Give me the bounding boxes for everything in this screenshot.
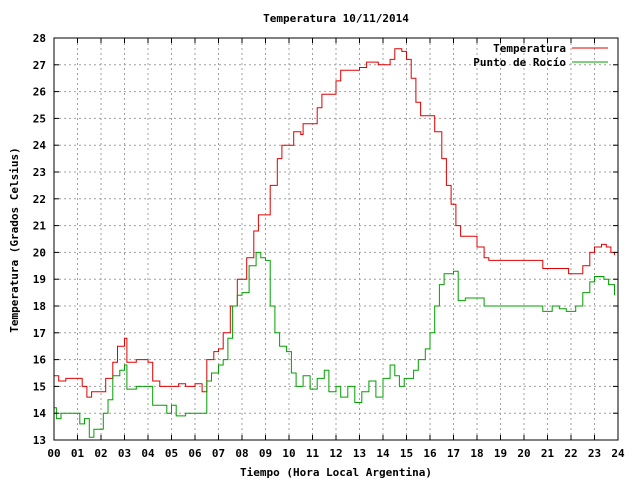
- x-tick-label: 11: [306, 447, 320, 460]
- x-tick-label: 02: [94, 447, 107, 460]
- y-tick-label: 21: [33, 220, 47, 233]
- x-tick-label: 01: [71, 447, 85, 460]
- x-tick-label: 13: [353, 447, 366, 460]
- x-tick-label: 15: [400, 447, 413, 460]
- x-tick-label: 04: [141, 447, 155, 460]
- y-tick-label: 27: [33, 59, 46, 72]
- x-axis-label: Tiempo (Hora Local Argentina): [240, 466, 432, 479]
- y-tick-label: 16: [33, 354, 47, 367]
- y-axis-label: Temperatura (Grados Celsius): [8, 147, 21, 332]
- x-tick-label: 17: [447, 447, 460, 460]
- x-tick-label: 18: [470, 447, 483, 460]
- x-tick-label: 22: [564, 447, 577, 460]
- x-tick-label: 19: [494, 447, 507, 460]
- y-tick-label: 19: [33, 273, 46, 286]
- x-tick-label: 23: [588, 447, 601, 460]
- x-tick-label: 12: [329, 447, 342, 460]
- y-tick-label: 23: [33, 166, 46, 179]
- series-line-punto-de-rocio: [54, 251, 615, 438]
- tick-marks: [53, 37, 619, 441]
- series-line-temperatura: [54, 48, 615, 398]
- x-tick-label: 00: [47, 447, 60, 460]
- legend-label: Punto de Rocío: [473, 56, 566, 69]
- x-tick-label: 08: [235, 447, 248, 460]
- x-tick-label: 21: [541, 447, 555, 460]
- y-axis-tick-labels: 13 14 15 16 17 18 19 20 21 22 23 24 25 26 27 28: [33, 32, 47, 447]
- y-tick-label: 28: [33, 32, 46, 45]
- y-tick-label: 22: [33, 193, 46, 206]
- y-tick-label: 17: [33, 327, 46, 340]
- x-tick-label: 05: [165, 447, 178, 460]
- x-axis-tick-labels: 00 01 02 03 04 05 06 07 08 09 10 11 12 13 14 15 16 17 18 19…: [47, 447, 625, 460]
- y-tick-label: 15: [33, 380, 46, 393]
- x-tick-label: 03: [118, 447, 131, 460]
- legend-label: Temperatura: [493, 42, 566, 55]
- chart-title: Temperatura 10/11/2014: [263, 12, 409, 25]
- x-tick-label: 09: [259, 447, 272, 460]
- x-tick-label: 07: [212, 447, 225, 460]
- y-tick-label: 14: [33, 407, 47, 420]
- y-tick-label: 20: [33, 246, 46, 259]
- grid: [54, 38, 618, 440]
- y-tick-label: 18: [33, 300, 46, 313]
- x-tick-label: 10: [282, 447, 295, 460]
- y-tick-label: 24: [33, 139, 47, 152]
- x-tick-label: 20: [517, 447, 530, 460]
- x-tick-label: 24: [611, 447, 625, 460]
- x-tick-label: 06: [188, 447, 202, 460]
- x-tick-label: 16: [423, 447, 437, 460]
- y-tick-label: 25: [33, 112, 46, 125]
- series-group: [54, 48, 615, 438]
- y-tick-label: 26: [33, 86, 47, 99]
- x-tick-label: 14: [376, 447, 390, 460]
- y-tick-label: 13: [33, 434, 46, 447]
